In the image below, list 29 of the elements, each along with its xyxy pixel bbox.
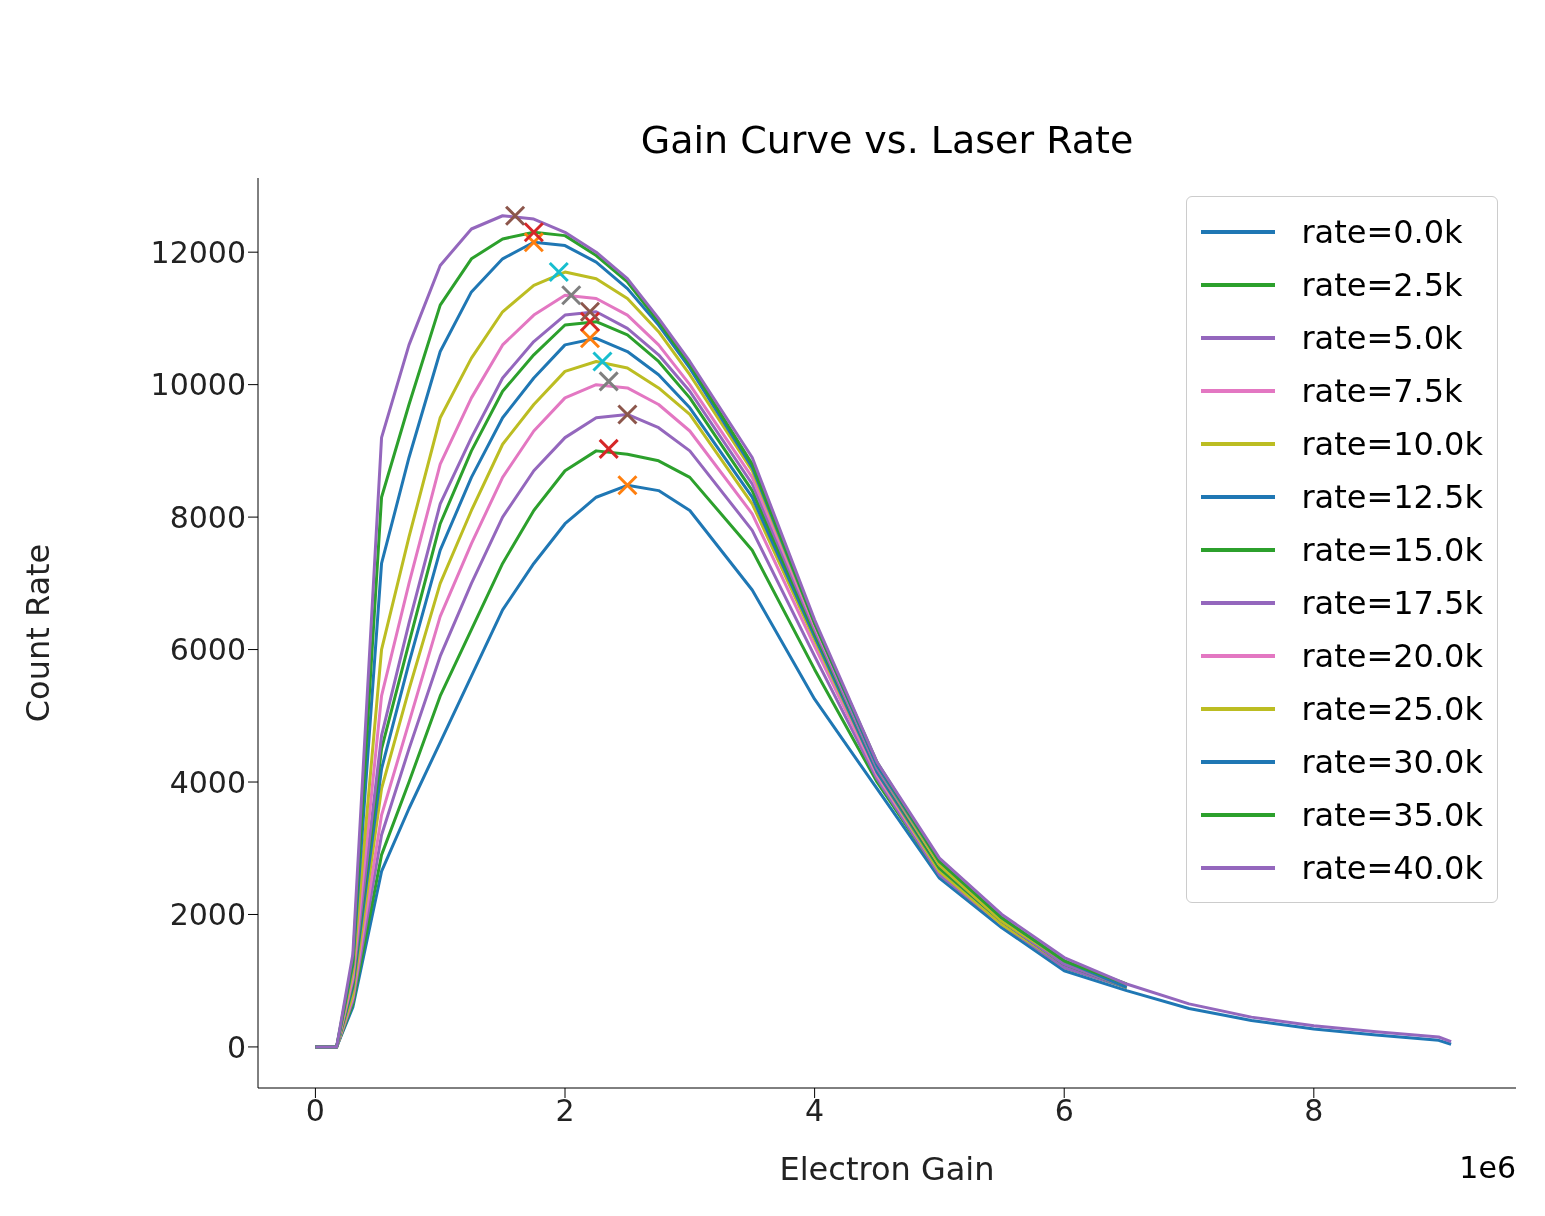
y-tick-label: 12000 (150, 234, 246, 270)
text: 1e6 (1459, 1150, 1516, 1185)
y-tick-label: 10000 (150, 367, 246, 403)
legend-label: rate=17.5k (1301, 583, 1483, 622)
y-tick-label: 4000 (169, 764, 246, 800)
legend-label: rate=40.0k (1301, 848, 1483, 887)
legend-label: rate=5.0k (1301, 318, 1463, 357)
x-tick-label: 0 (305, 1093, 325, 1129)
y-tick-label: 6000 (169, 632, 246, 668)
x-tick-label: 4 (805, 1093, 825, 1129)
x-axis-title: Electron Gain (779, 1150, 995, 1188)
legend-label: rate=20.0k (1301, 636, 1483, 675)
legend-label: rate=30.0k (1301, 742, 1483, 781)
legend-label: rate=7.5k (1301, 371, 1463, 410)
legend-label: rate=10.0k (1301, 424, 1483, 463)
x-tick-label: 8 (1304, 1093, 1324, 1129)
x-tick-label: 6 (1054, 1093, 1074, 1129)
x-tick-label: 2 (555, 1093, 575, 1129)
legend-label: rate=25.0k (1301, 689, 1483, 728)
legend-label: rate=35.0k (1301, 795, 1483, 834)
y-tick-label: 0 (226, 1029, 246, 1065)
legend-label: rate=2.5k (1301, 265, 1463, 304)
y-tick-label: 8000 (169, 499, 246, 535)
legend-label: rate=12.5k (1301, 477, 1483, 516)
legend-label: rate=0.0k (1301, 212, 1463, 251)
legend-label: rate=15.0k (1301, 530, 1483, 569)
y-tick-label: 2000 (169, 897, 246, 933)
chart-title: Gain Curve vs. Laser Rate (639, 118, 1135, 162)
y-axis-title: Count Rate (19, 543, 58, 723)
